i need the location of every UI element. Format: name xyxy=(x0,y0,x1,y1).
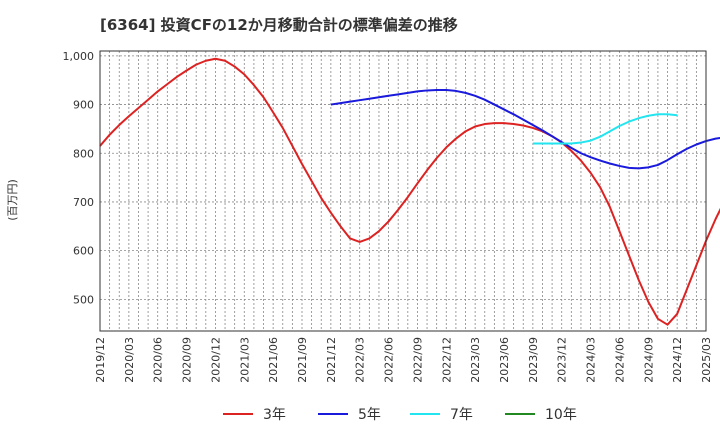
x-tick-label: 2021/12 xyxy=(325,337,338,383)
x-tick-label: 2021/03 xyxy=(238,337,251,383)
x-tick-label: 2023/06 xyxy=(498,337,511,383)
series-line-5年 xyxy=(330,88,720,170)
x-tick-label: 2025/03 xyxy=(700,337,713,383)
x-tick-label: 2020/06 xyxy=(152,337,165,383)
x-tick-label: 2024/09 xyxy=(642,337,655,383)
legend-label: 10年 xyxy=(545,407,577,423)
series-line-7年 xyxy=(532,113,678,145)
series-line-3年 xyxy=(99,57,720,326)
x-tick-label: 2022/12 xyxy=(440,337,453,383)
x-tick-label: 2019/12 xyxy=(94,337,107,383)
series-group xyxy=(99,57,720,326)
y-tick-label: 800 xyxy=(73,147,94,160)
x-tick-label: 2024/12 xyxy=(671,337,684,383)
x-tick-label: 2022/03 xyxy=(354,337,367,383)
x-tick-label: 2022/09 xyxy=(411,337,424,383)
y-tick-label: 600 xyxy=(73,245,94,258)
grid xyxy=(100,51,706,331)
x-tick-label: 2021/06 xyxy=(267,337,280,383)
x-tick-label: 2020/03 xyxy=(123,337,136,383)
x-axis: 2019/12 2020/03 2020/06 2020/09 2020/12 2021/… xyxy=(94,337,713,383)
x-tick-label: 2022/06 xyxy=(383,337,396,383)
y-tick-label: 500 xyxy=(73,293,94,306)
x-tick-label: 2020/09 xyxy=(181,337,194,383)
x-tick-label: 2024/03 xyxy=(585,337,598,383)
legend: 3年 5年 7年 10年 xyxy=(223,407,577,423)
legend-label: 7年 xyxy=(450,407,473,423)
x-tick-label: 2023/09 xyxy=(527,337,540,383)
x-tick-label: 2023/03 xyxy=(469,337,482,383)
y-tick-label: 1,000 xyxy=(63,50,95,63)
legend-label: 3年 xyxy=(263,407,286,423)
chart-title: [6364] 投資CFの12か月移動合計の標準偏差の推移 xyxy=(100,16,458,34)
y-axis: 500 600 700 800 900 1,000 xyxy=(63,50,95,306)
y-tick-label: 700 xyxy=(73,196,94,209)
y-axis-label: (百万円) xyxy=(6,179,19,221)
x-tick-label: 2024/06 xyxy=(613,337,626,383)
plot-frame xyxy=(99,50,707,332)
x-tick-label: 2023/12 xyxy=(556,337,569,383)
x-tick-label: 2020/12 xyxy=(209,337,222,383)
y-tick-label: 900 xyxy=(73,99,94,112)
x-tick-label: 2021/09 xyxy=(296,337,309,383)
legend-label: 5年 xyxy=(358,407,381,423)
